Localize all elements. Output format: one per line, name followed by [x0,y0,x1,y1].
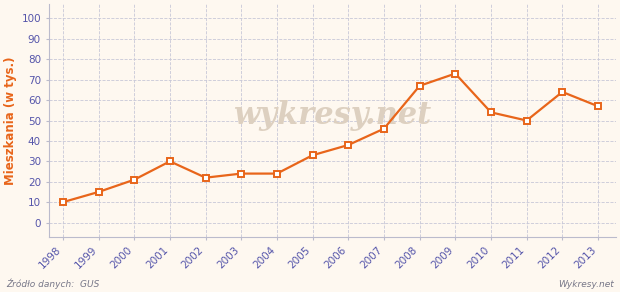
Text: Wykresy.net: Wykresy.net [558,280,614,289]
Text: wykresy.net: wykresy.net [233,100,432,131]
Y-axis label: Mieszkania (w tys.): Mieszkania (w tys.) [4,56,17,185]
Text: Źródło danych:  GUS: Źródło danych: GUS [6,279,100,289]
